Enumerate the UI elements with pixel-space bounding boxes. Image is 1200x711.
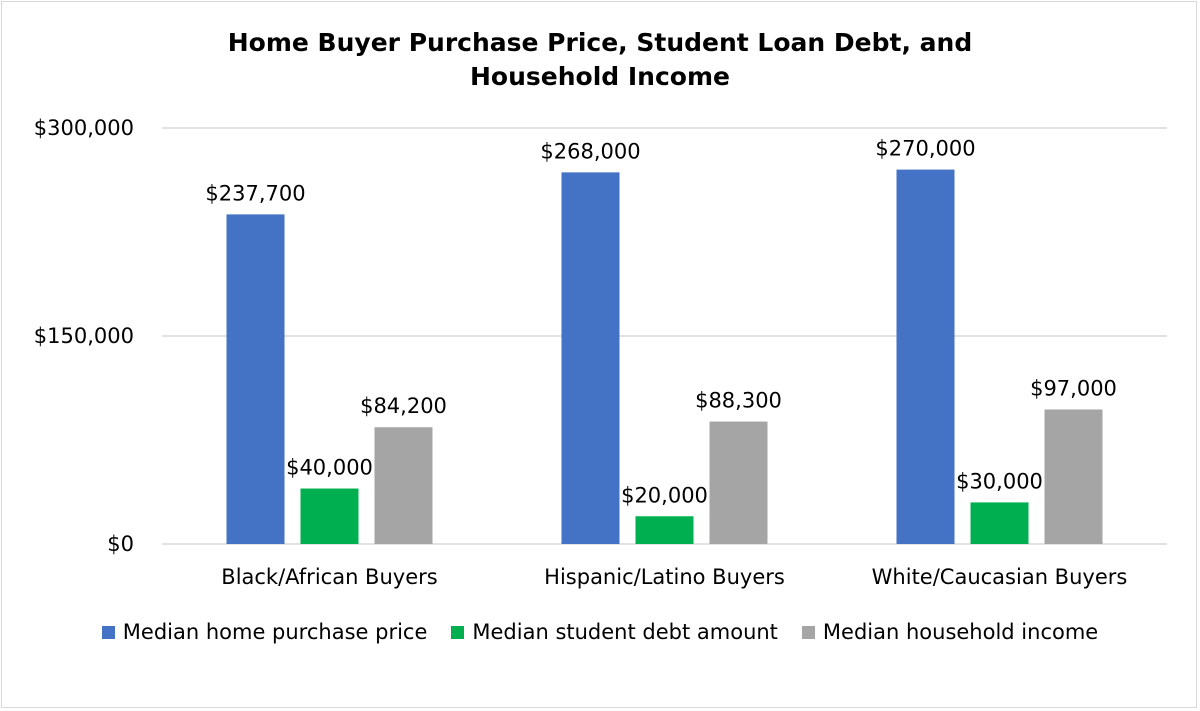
data-label: $30,000 — [956, 469, 1043, 493]
bar — [709, 421, 768, 544]
bar — [374, 427, 433, 544]
bar — [896, 169, 955, 544]
bar — [300, 488, 359, 544]
data-label: $84,200 — [360, 394, 447, 418]
legend-swatch — [101, 625, 115, 639]
x-tick-label: Hispanic/Latino Buyers — [544, 565, 785, 589]
legend-item: Median student debt amount — [451, 620, 778, 644]
legend-swatch — [451, 625, 465, 639]
bar — [970, 502, 1029, 544]
data-label: $40,000 — [286, 456, 373, 480]
data-label: $268,000 — [540, 139, 640, 163]
chart-title-line-2: Household Income — [470, 62, 730, 91]
data-label: $97,000 — [1030, 376, 1117, 400]
legend-swatch — [801, 625, 815, 639]
y-tick-label: $150,000 — [34, 324, 134, 348]
data-label: $20,000 — [621, 483, 708, 507]
chart-title-line-1: Home Buyer Purchase Price, Student Loan … — [227, 28, 973, 57]
y-tick-label: $300,000 — [34, 116, 134, 140]
y-tick-label: $0 — [107, 532, 134, 556]
x-tick-label: Black/African Buyers — [221, 565, 437, 589]
legend-label: Median household income — [822, 620, 1099, 644]
bar — [561, 172, 620, 544]
legend-label: Median student debt amount — [472, 620, 778, 644]
bar — [1044, 409, 1103, 544]
legend-item: Median home purchase price — [101, 620, 428, 644]
bar — [635, 516, 694, 544]
legend-item: Median household income — [801, 620, 1099, 644]
x-tick-label: White/Caucasian Buyers — [872, 565, 1128, 589]
legend-label: Median home purchase price — [122, 620, 428, 644]
data-label: $88,300 — [695, 389, 782, 413]
chart-title: Home Buyer Purchase Price, Student Loan … — [0, 26, 1200, 94]
chart-legend: Median home purchase price Median student… — [0, 620, 1200, 644]
data-label: $270,000 — [875, 137, 975, 161]
data-label: $237,700 — [205, 181, 305, 205]
bar — [226, 214, 285, 544]
